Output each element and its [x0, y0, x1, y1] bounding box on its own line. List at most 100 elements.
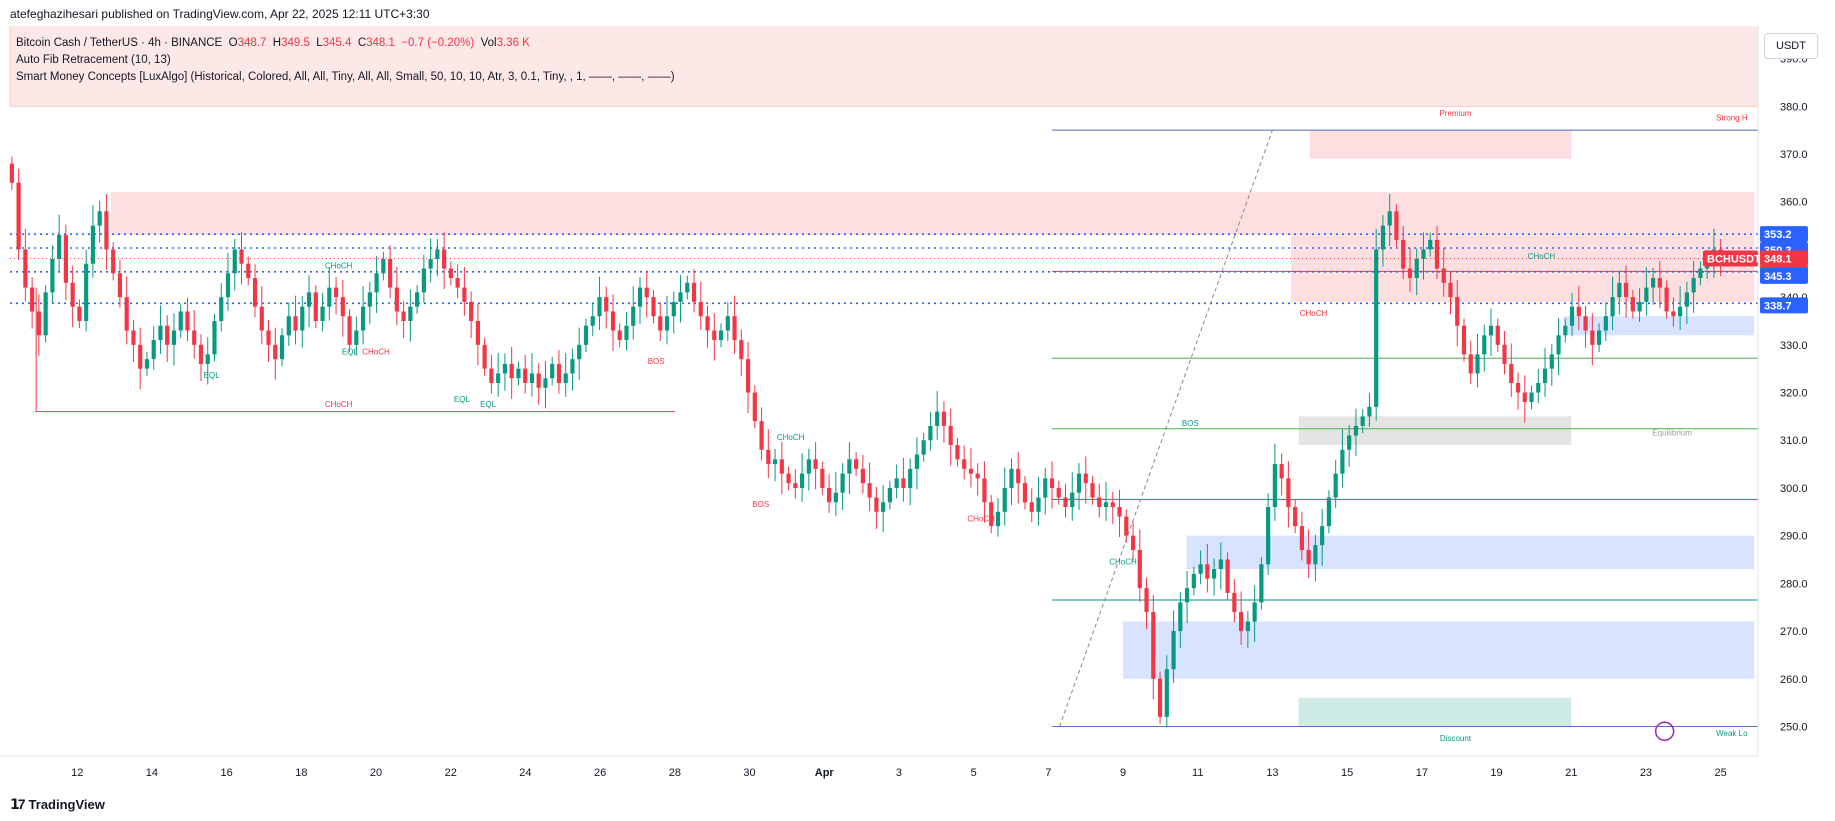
candle-body — [1401, 239, 1406, 269]
candle-body — [786, 473, 791, 484]
candle-body — [415, 292, 420, 307]
candle-body — [502, 363, 508, 374]
candle-body — [117, 273, 123, 298]
y-tick-label: 280.0 — [1780, 578, 1808, 590]
candle-body — [894, 478, 899, 488]
candle-body — [1272, 464, 1277, 508]
tradingview-logo[interactable]: 𝟭7 TradingView — [10, 796, 105, 813]
candle-body — [1306, 549, 1311, 565]
candle-body — [252, 278, 258, 307]
candle-body — [1002, 487, 1007, 512]
price-label-text: 345.3 — [1764, 271, 1792, 283]
x-tick-label: 18 — [295, 767, 307, 779]
candle-body — [1043, 478, 1048, 498]
candle-body — [766, 449, 771, 465]
candle-body — [475, 320, 480, 345]
candle-body — [1097, 497, 1102, 508]
candle-body — [1022, 483, 1028, 503]
candle-body — [1279, 464, 1284, 479]
smc-annotation: BOS — [1182, 419, 1199, 428]
y-tick-label: 270.0 — [1780, 626, 1808, 638]
candle-body — [442, 249, 447, 269]
candle-body — [604, 297, 609, 312]
legend-indicator-fib[interactable]: Auto Fib Retracement (10, 13) — [16, 54, 171, 66]
candle-body — [529, 373, 535, 383]
candle-body — [1266, 507, 1271, 565]
x-tick-label: 15 — [1341, 767, 1353, 779]
candle-body — [394, 287, 399, 312]
zone-supply — [1309, 130, 1572, 159]
legend-low-label: L — [316, 37, 323, 49]
candle-body — [43, 292, 48, 336]
x-tick-label: 7 — [1045, 767, 1051, 779]
smc-annotation: Strong H — [1716, 114, 1748, 123]
candle-body — [1684, 292, 1689, 307]
candle-body — [16, 182, 21, 250]
legend-indicator-smc[interactable]: Smart Money Concepts [LuxAlgo] (Historic… — [16, 71, 675, 83]
fib-diagonal — [1059, 130, 1273, 727]
candle-body — [1117, 507, 1122, 517]
candle-body — [1576, 306, 1581, 317]
candle-body — [1070, 492, 1075, 508]
candle-body — [1076, 473, 1082, 493]
smc-annotation: CHoCH — [325, 400, 353, 409]
legend-symbol-row[interactable]: Bitcoin Cash / TetherUS · 4h · BINANCE O… — [16, 35, 675, 52]
candle-body — [995, 511, 1001, 527]
candle-body — [698, 301, 703, 317]
candle-body — [745, 359, 751, 393]
legend-symbol[interactable]: Bitcoin Cash / TetherUS · 4h · BINANCE — [16, 37, 223, 49]
candle-body — [1049, 478, 1055, 488]
candle-body — [327, 287, 332, 307]
candle-body — [664, 316, 670, 331]
candle-body — [1171, 631, 1176, 670]
y-tick-label: 370.0 — [1780, 149, 1808, 161]
candle-body — [1205, 564, 1210, 579]
zone-demand — [1123, 621, 1755, 679]
candle-body — [1428, 239, 1433, 250]
candle-body — [989, 502, 994, 527]
candle-body — [1353, 425, 1359, 436]
candle-body — [124, 297, 129, 331]
candle-body — [610, 311, 616, 331]
candle-body — [354, 330, 359, 345]
price-label-text: 353.2 — [1764, 229, 1792, 241]
candle-body — [617, 330, 622, 341]
candle-body — [212, 320, 217, 355]
candle-body — [752, 392, 757, 422]
candle-body — [1232, 592, 1237, 612]
candle-body — [347, 316, 352, 345]
candle-body — [847, 459, 852, 474]
candle-body — [36, 311, 41, 336]
candle-body — [1617, 282, 1622, 298]
candle-body — [9, 163, 14, 183]
candle-body — [388, 258, 393, 288]
candle-body — [1157, 678, 1163, 717]
candle-body — [1144, 588, 1149, 612]
y-tick-label: 360.0 — [1780, 197, 1808, 209]
candle-body — [800, 473, 805, 488]
candle-body — [833, 492, 838, 503]
x-tick-label: 14 — [146, 767, 158, 779]
candle-body — [1184, 588, 1190, 603]
candle-body — [1623, 282, 1629, 298]
candle-body — [374, 273, 379, 293]
choch-line — [35, 287, 675, 413]
x-tick-label: 24 — [519, 767, 531, 779]
candle-body — [1441, 268, 1446, 283]
candle-body — [948, 425, 953, 446]
candle-body — [1644, 287, 1649, 302]
candle-body — [1083, 473, 1088, 484]
price-chart[interactable]: Premium Discount Equilibrium Strong H Weak L… — [0, 26, 1835, 796]
candle-body — [813, 459, 818, 469]
candle-body — [1637, 301, 1642, 312]
chart-legend: Bitcoin Cash / TetherUS · 4h · BINANCE O… — [16, 35, 675, 86]
candle-body — [671, 301, 676, 317]
candle-body — [266, 330, 271, 345]
currency-selector-button[interactable]: USDT — [1764, 33, 1818, 59]
legend-open-label: O — [228, 37, 238, 49]
candle-body — [1299, 526, 1304, 550]
y-tick-label: 290.0 — [1780, 531, 1808, 543]
candle-body — [259, 306, 264, 331]
candle-body — [928, 425, 933, 441]
candle-body — [97, 211, 102, 226]
